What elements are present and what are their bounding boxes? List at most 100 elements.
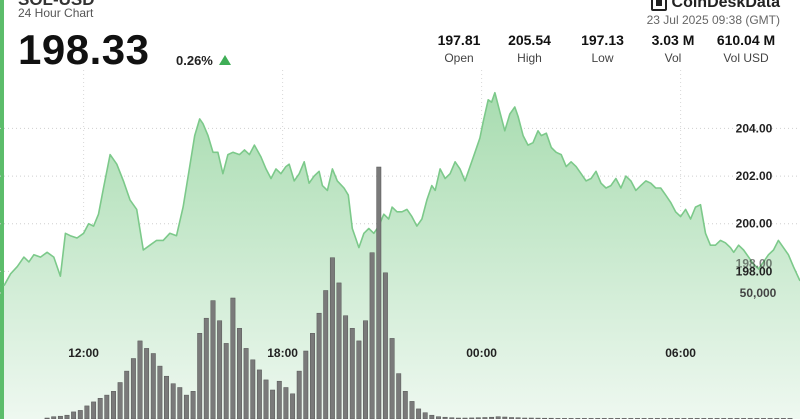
volume-bar xyxy=(349,328,355,419)
volume-bar xyxy=(389,338,395,419)
volume-bar xyxy=(290,393,296,419)
volume-bar xyxy=(104,394,110,419)
time-tick-label: 12:00 xyxy=(68,346,99,360)
volume-bar xyxy=(336,282,342,419)
volume-bar xyxy=(164,375,169,419)
volume-bar xyxy=(57,415,63,419)
volume-bar xyxy=(402,391,408,419)
stat-label: Vol USD xyxy=(723,51,769,65)
volume-bar xyxy=(382,272,388,419)
volume-bar xyxy=(150,353,156,419)
volume-bar xyxy=(276,380,282,419)
brand-logo: CoinDeskData xyxy=(650,0,780,12)
volume-bar xyxy=(316,312,322,419)
stat-vol-usd: 610.04 M Vol USD xyxy=(707,32,785,65)
stat-value: 205.54 xyxy=(508,32,551,48)
stat-label: Vol xyxy=(664,51,682,65)
volume-tick-label: 50,000 xyxy=(740,286,777,300)
time-tick-label: 00:00 xyxy=(466,346,497,360)
stats-panel: 197.81 Open 205.54 High 197.13 Low 3.03 M Vol 61… xyxy=(425,32,785,65)
volume-bar xyxy=(363,320,368,419)
volume-bar xyxy=(183,394,189,419)
volume-bar xyxy=(495,416,501,419)
volume-bar xyxy=(310,333,315,419)
volume-bar xyxy=(422,412,428,419)
volume-bar xyxy=(283,387,289,419)
volume-bar xyxy=(436,416,441,419)
time-tick-label: 18:00 xyxy=(267,346,298,360)
stat-high: 205.54 High xyxy=(493,32,566,65)
volume-bar xyxy=(329,257,335,419)
volume-bar xyxy=(396,373,402,419)
price-line xyxy=(3,91,800,287)
volume-bar xyxy=(223,343,229,419)
volume-bar xyxy=(343,315,349,419)
volume-bar xyxy=(369,252,375,419)
volume-bar xyxy=(303,350,309,419)
volume-bar xyxy=(111,391,116,419)
volume-bar xyxy=(270,389,276,419)
volume-bar xyxy=(71,411,77,419)
volume-bar xyxy=(51,416,57,419)
stat-value: 197.81 xyxy=(437,32,481,48)
volume-bar xyxy=(256,369,262,419)
timestamp: 23 Jul 2025 09:38 (GMT) xyxy=(646,13,780,27)
volume-bar xyxy=(482,417,488,419)
price-area xyxy=(4,92,800,419)
volume-bar xyxy=(137,340,143,419)
volume-bar xyxy=(263,379,269,419)
volume-bar xyxy=(97,398,103,419)
volume-bar xyxy=(217,320,223,419)
volume-bar xyxy=(243,348,249,419)
volume-bar xyxy=(515,417,521,419)
stat-value: 3.03 M xyxy=(651,32,695,48)
volume-bar xyxy=(230,297,236,419)
price-tick-label: 202.00 xyxy=(736,169,773,183)
stat-label: Open xyxy=(444,51,474,65)
volume-bar xyxy=(84,405,90,419)
stat-value: 197.13 xyxy=(581,32,624,48)
volume-bar xyxy=(429,414,435,419)
brand-name: CoinDeskData xyxy=(671,0,780,11)
volume-bar xyxy=(237,328,242,419)
stat-low: 197.13 Low xyxy=(566,32,639,65)
volume-bar xyxy=(197,333,203,419)
volume-bar xyxy=(475,417,481,419)
up-arrow-icon xyxy=(219,55,231,65)
volume-bar xyxy=(64,414,70,419)
chart-subtitle: 24 Hour Chart xyxy=(18,6,94,20)
volume-bar xyxy=(130,358,136,419)
stat-open: 197.81 Open xyxy=(425,32,493,65)
volume-bar xyxy=(157,365,163,419)
current-price: 198.33 xyxy=(18,26,150,73)
volume-bar xyxy=(210,300,216,419)
volume-bar xyxy=(144,348,150,419)
volume-bar xyxy=(296,370,302,419)
volume-bar xyxy=(502,416,508,419)
price-tick-label: 204.00 xyxy=(736,121,773,135)
volume-bar xyxy=(77,410,83,419)
stat-label: High xyxy=(517,51,542,65)
volume-bar xyxy=(190,391,196,419)
volume-bar xyxy=(117,382,123,419)
volume-bar xyxy=(416,408,422,419)
price-tick-label: 198.00 xyxy=(736,264,773,278)
price-change: 0.26% xyxy=(176,53,213,68)
coindesk-logo-icon xyxy=(650,0,667,11)
stat-label: Low xyxy=(591,51,614,65)
volume-bar xyxy=(124,370,130,419)
stat-vol: 3.03 M Vol xyxy=(639,32,707,65)
price-tick-label: 200.00 xyxy=(736,217,773,231)
asset-title: SOL-USD xyxy=(18,0,95,10)
volume-bar xyxy=(449,417,455,419)
volume-bar xyxy=(177,387,183,419)
volume-bar xyxy=(509,417,514,419)
volume-bar xyxy=(489,416,495,419)
volume-bar xyxy=(442,416,448,419)
volume-bar xyxy=(356,340,362,419)
volume-bar xyxy=(376,166,382,419)
accent-bar xyxy=(0,0,4,419)
volume-bar xyxy=(170,383,176,419)
time-tick-label: 06:00 xyxy=(665,346,696,360)
